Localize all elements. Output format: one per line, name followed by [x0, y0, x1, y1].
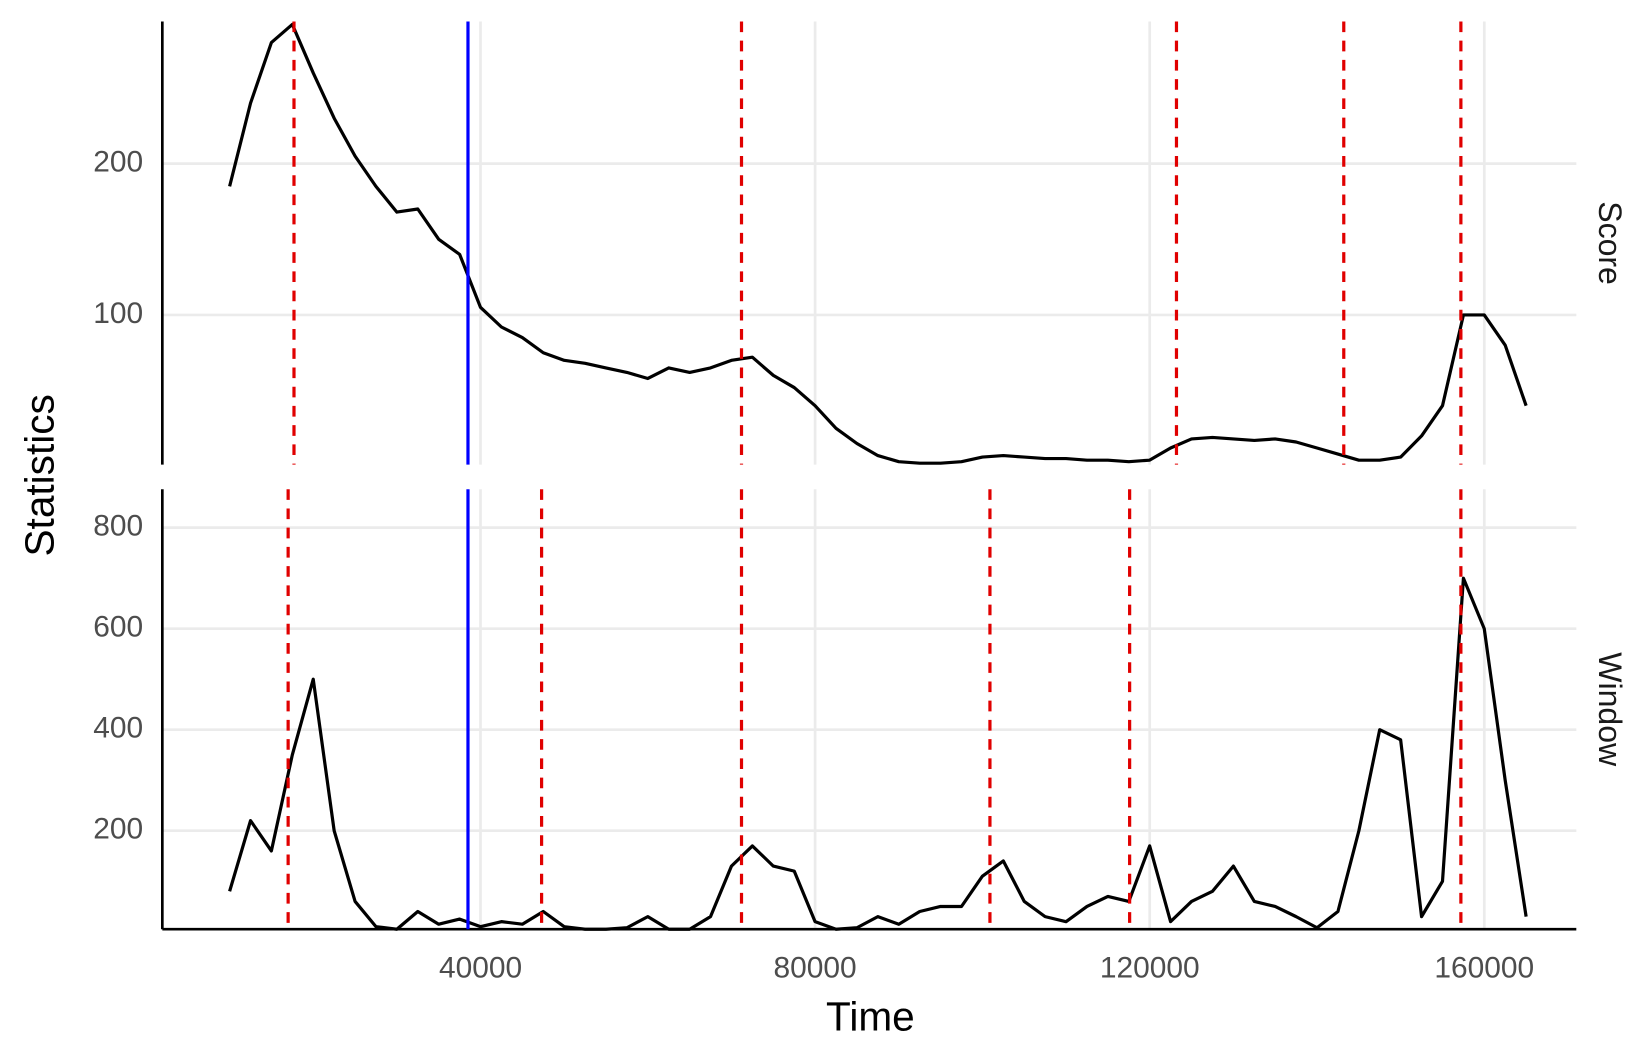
- x-tick-label: 120000: [1100, 952, 1200, 985]
- data-line: [228, 576, 1528, 931]
- x-tick-label: 160000: [1434, 952, 1534, 985]
- y-tick-label: 400: [93, 712, 143, 745]
- data-line: [228, 22, 1528, 465]
- y-axis-title: Statistics: [16, 394, 62, 556]
- y-tick-label: 600: [93, 611, 143, 644]
- y-tick-label: 200: [93, 146, 143, 179]
- y-tick-label: 800: [93, 510, 143, 543]
- facet-label: Score: [1592, 201, 1628, 285]
- x-axis-title: Time: [826, 994, 915, 1040]
- x-tick-label: 80000: [774, 952, 857, 985]
- x-tick-label: 40000: [439, 952, 522, 985]
- facet-label: Window: [1592, 652, 1628, 767]
- y-tick-label: 100: [93, 297, 143, 330]
- y-tick-label: 200: [93, 813, 143, 846]
